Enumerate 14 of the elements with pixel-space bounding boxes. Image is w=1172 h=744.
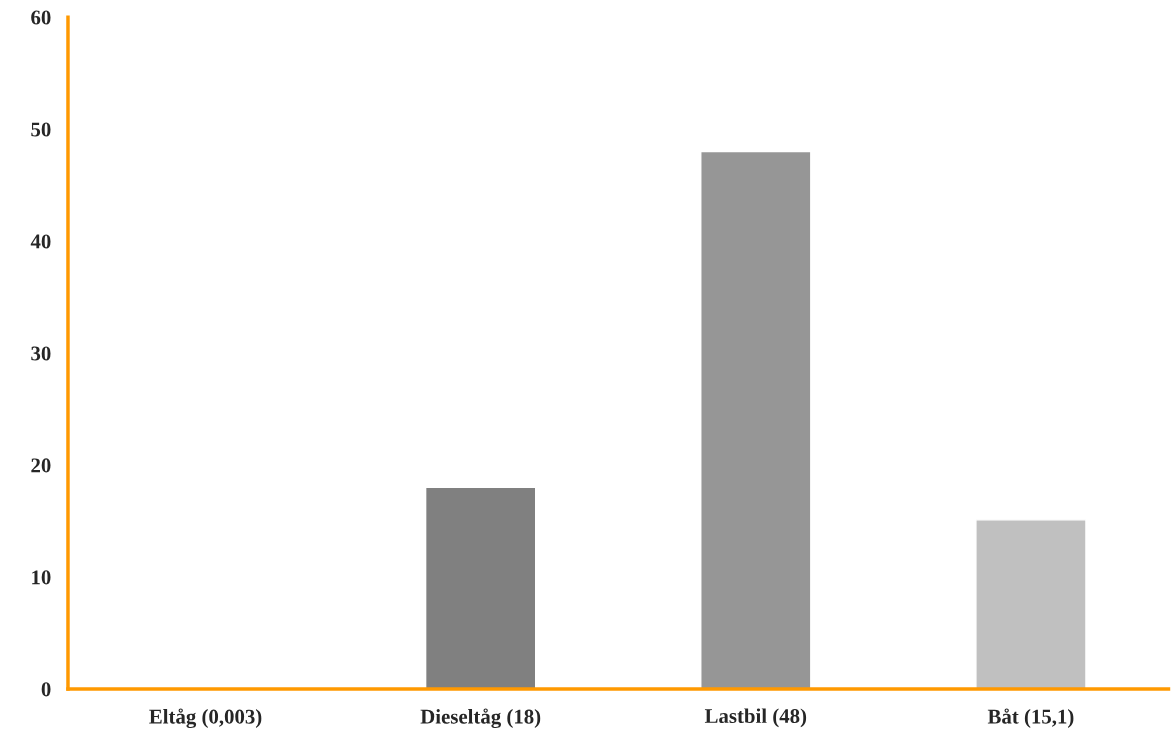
x-tick-label: Båt (15,1) (987, 708, 1074, 728)
y-tick-label: 0 (41, 682, 51, 697)
bar (975, 519, 1087, 689)
y-tick-label: 60 (31, 10, 51, 25)
x-tick-label: Lastbil (48) (704, 708, 807, 728)
x-tick-label: Dieseltåg (18) (420, 708, 541, 729)
y-tick-label: 50 (31, 122, 51, 137)
y-tick-label: 10 (32, 570, 51, 585)
bar (700, 150, 812, 689)
bar (424, 486, 537, 689)
y-tick-label: 20 (31, 458, 51, 473)
y-tick-label: 30 (31, 346, 51, 361)
y-tick-label: 40 (30, 234, 51, 249)
x-tick-label: Eltåg (0,003) (149, 708, 262, 729)
